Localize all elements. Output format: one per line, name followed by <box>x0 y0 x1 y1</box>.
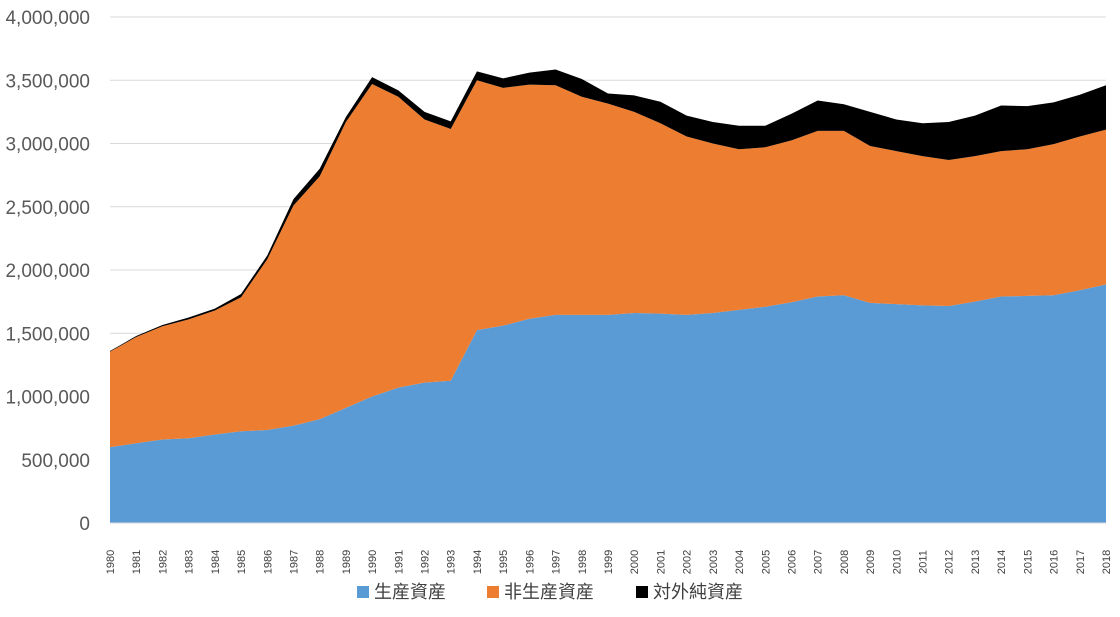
y-tick-label: 0 <box>79 514 90 535</box>
x-tick-label: 2017 <box>1075 550 1087 574</box>
x-tick-label: 1999 <box>603 550 615 574</box>
y-tick-label: 2,500,000 <box>5 198 90 219</box>
x-tick-label: 1988 <box>315 550 327 574</box>
x-tick-label: 1996 <box>524 550 536 574</box>
x-tick-label: 1982 <box>157 550 169 574</box>
x-tick-label: 1997 <box>551 550 563 574</box>
x-tick-label: 1992 <box>420 550 432 574</box>
x-tick-label: 1994 <box>472 550 484 574</box>
x-tick-label: 2010 <box>891 550 903 574</box>
legend-label: 対外純資産 <box>653 582 743 603</box>
x-tick-label: 1983 <box>184 550 196 574</box>
x-tick-label: 1986 <box>262 550 274 574</box>
x-tick-label: 2016 <box>1049 550 1061 574</box>
x-tick-label: 2015 <box>1022 550 1034 574</box>
y-tick-label: 4,000,000 <box>5 8 90 29</box>
x-tick-label: 2007 <box>813 550 825 574</box>
y-tick-label: 3,500,000 <box>5 71 90 92</box>
y-tick-label: 2,000,000 <box>5 261 90 282</box>
x-tick-label: 2014 <box>996 550 1008 574</box>
x-tick-label: 2008 <box>839 550 851 574</box>
x-tick-label: 1989 <box>341 550 353 574</box>
x-axis: 1980 1981 1982 1983 1984 1985 1986 1987 1988 1989… <box>105 522 1113 574</box>
x-tick-label: 2011 <box>918 550 930 574</box>
legend-label: 生産資産 <box>374 582 446 603</box>
x-tick-label: 1995 <box>498 550 510 574</box>
x-tick-label: 1987 <box>288 550 300 574</box>
x-tick-label: 2003 <box>708 550 720 574</box>
x-tick-label: 2018 <box>1101 550 1113 574</box>
area-series-1 <box>110 284 1106 523</box>
x-tick-label: 2005 <box>760 550 772 574</box>
x-tick-label: 2012 <box>944 550 956 574</box>
x-tick-label: 1980 <box>105 550 117 574</box>
x-tick-label: 1985 <box>236 550 248 574</box>
y-tick-label: 500,000 <box>21 451 90 472</box>
area-series-group <box>110 69 1106 523</box>
area-series-2 <box>110 80 1106 448</box>
x-tick-label: 1981 <box>131 550 143 574</box>
y-axis: 0 500,000 1,000,000 1,500,000 2,000,000 2,500… <box>5 8 90 535</box>
x-tick-label: 1991 <box>393 550 405 574</box>
legend-swatch <box>636 586 648 598</box>
y-tick-label: 3,000,000 <box>5 135 90 156</box>
x-tick-label: 2004 <box>734 550 746 574</box>
x-tick-label: 1993 <box>446 550 458 574</box>
legend-swatch <box>357 586 369 598</box>
legend: 生産資産 非生産資産 対外純資産 <box>357 582 743 603</box>
x-tick-label: 1984 <box>210 550 222 574</box>
x-tick-label: 2001 <box>655 550 667 574</box>
y-tick-label: 1,500,000 <box>5 324 90 345</box>
legend-label: 非生産資産 <box>504 582 594 603</box>
x-tick-label: 2013 <box>970 550 982 574</box>
x-tick-label: 2006 <box>786 550 798 574</box>
x-tick-label: 1990 <box>367 550 379 574</box>
x-tick-label: 2000 <box>629 550 641 574</box>
x-tick-label: 2002 <box>682 550 694 574</box>
legend-swatch <box>487 586 499 598</box>
y-tick-label: 1,000,000 <box>5 388 90 409</box>
x-tick-label: 1998 <box>577 550 589 574</box>
x-tick-label: 2009 <box>865 550 877 574</box>
